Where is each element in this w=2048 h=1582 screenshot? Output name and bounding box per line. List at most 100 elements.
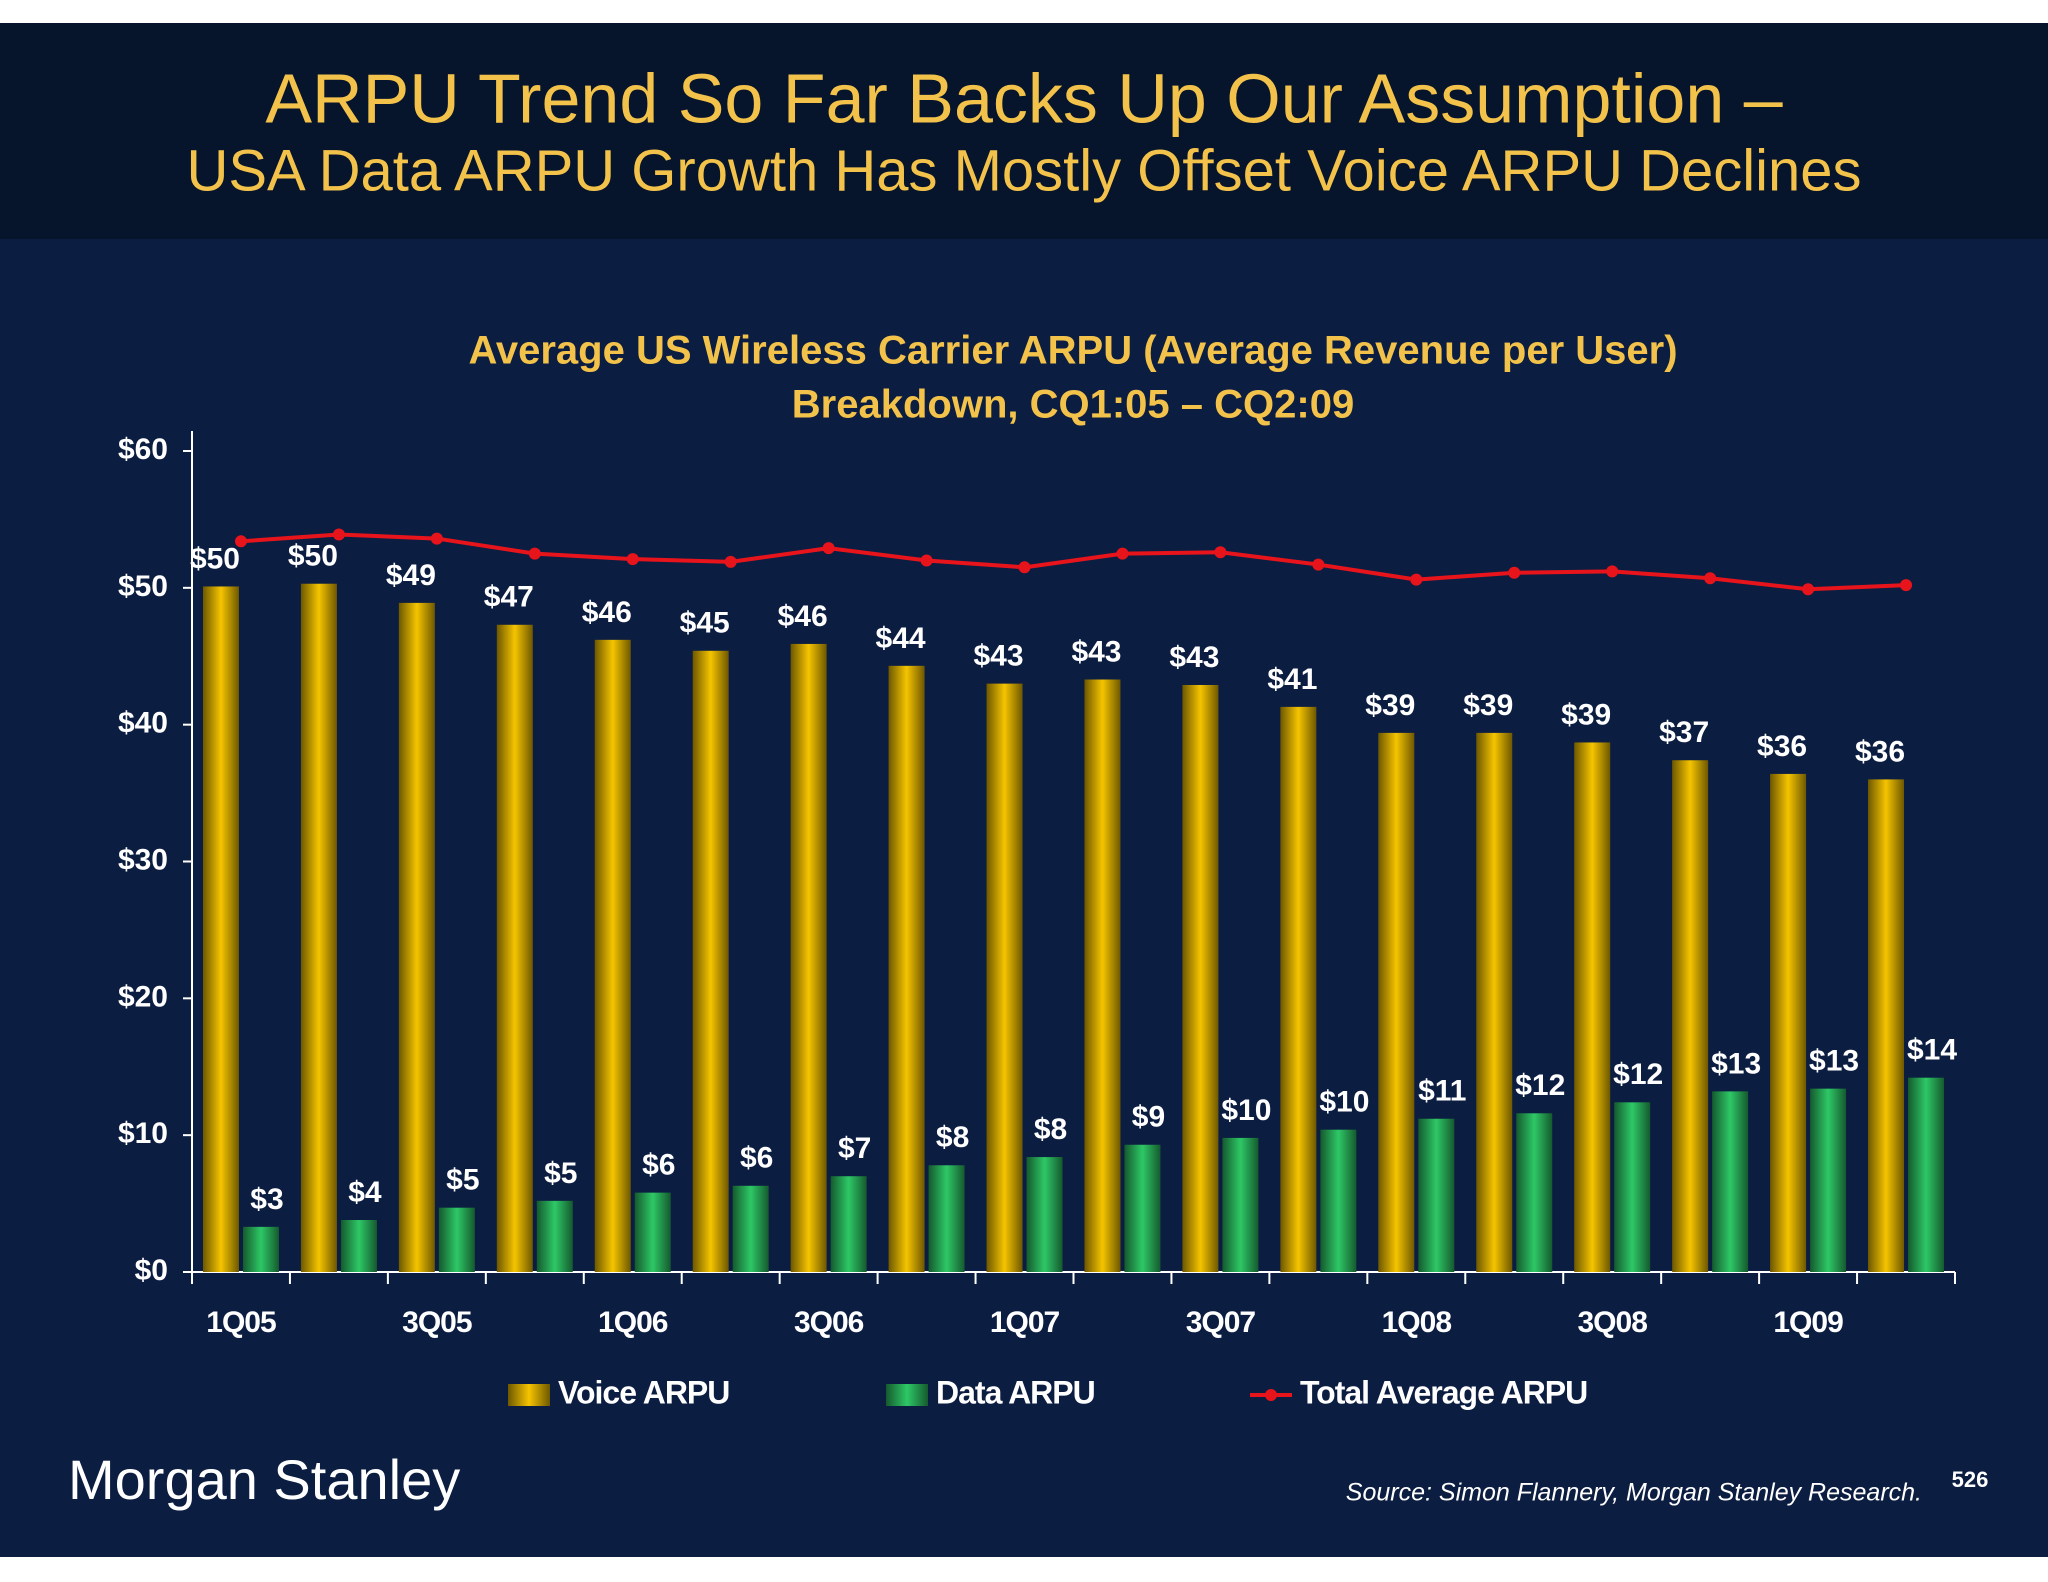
bar — [242, 1226, 279, 1272]
bar — [1868, 779, 1905, 1272]
line-marker — [1900, 579, 1913, 592]
data-label: $44 — [876, 622, 926, 655]
line-marker — [1410, 573, 1423, 586]
bar — [496, 624, 533, 1272]
bar — [1280, 706, 1317, 1272]
bar — [1124, 1144, 1161, 1272]
data-label: $50 — [288, 540, 338, 573]
title-band — [0, 23, 2048, 239]
page-number: 526 — [1952, 1467, 1989, 1492]
bar — [398, 602, 435, 1272]
data-label: $3 — [250, 1183, 283, 1216]
legend-swatch-marker — [1265, 1389, 1277, 1401]
legend-label: Data ARPU — [936, 1374, 1095, 1410]
data-label: $43 — [1169, 641, 1219, 674]
bar — [1418, 1118, 1455, 1272]
line-marker — [1214, 546, 1227, 559]
data-label: $43 — [1071, 635, 1121, 668]
y-tick-label: $30 — [118, 843, 168, 876]
bar — [830, 1176, 867, 1272]
line-marker — [1018, 561, 1031, 574]
bar — [1476, 732, 1513, 1272]
data-label: $14 — [1907, 1034, 1957, 1067]
bar — [1378, 732, 1415, 1272]
data-label: $10 — [1319, 1086, 1369, 1119]
logo: Morgan Stanley — [68, 1448, 460, 1511]
line-marker — [724, 555, 737, 568]
data-label: $11 — [1418, 1075, 1466, 1108]
bar — [1084, 679, 1121, 1272]
data-label: $9 — [1132, 1101, 1165, 1134]
bar — [1516, 1113, 1553, 1272]
data-label: $6 — [642, 1149, 675, 1182]
x-tick-label: 3Q08 — [1577, 1306, 1647, 1339]
slide-title: ARPU Trend So Far Backs Up Our Assumptio… — [265, 59, 1782, 137]
bar — [594, 639, 631, 1272]
bar — [300, 583, 337, 1272]
bar — [634, 1192, 671, 1272]
legend-swatch — [508, 1384, 550, 1406]
data-label: $12 — [1515, 1069, 1565, 1102]
data-label: $36 — [1855, 735, 1905, 768]
data-label: $39 — [1365, 689, 1415, 722]
bar — [692, 650, 729, 1272]
line-marker — [1802, 583, 1815, 596]
line-marker — [822, 542, 835, 555]
bar — [1320, 1129, 1357, 1272]
x-tick-label: 1Q09 — [1773, 1306, 1843, 1339]
slide-subtitle: USA Data ARPU Growth Has Mostly Offset V… — [186, 138, 1861, 203]
data-label: $45 — [680, 607, 730, 640]
bar — [1770, 773, 1807, 1272]
line-marker — [430, 532, 443, 545]
bar — [986, 683, 1023, 1272]
data-label: $37 — [1659, 716, 1709, 749]
data-label: $49 — [386, 559, 436, 592]
y-tick-label: $40 — [118, 707, 168, 740]
bar — [1810, 1088, 1847, 1272]
bar — [340, 1220, 377, 1272]
y-tick-label: $20 — [118, 980, 168, 1013]
x-tick-label: 1Q07 — [990, 1306, 1060, 1339]
bar — [928, 1165, 965, 1272]
chart-title: Average US Wireless Carrier ARPU (Averag… — [468, 329, 1677, 373]
line-marker — [626, 553, 639, 566]
data-label: $8 — [1034, 1113, 1067, 1146]
legend-label: Total Average ARPU — [1300, 1374, 1587, 1410]
bar — [1182, 684, 1219, 1272]
line-marker — [920, 554, 933, 567]
line-marker — [1508, 566, 1521, 579]
data-label: $7 — [838, 1132, 871, 1165]
bar — [1712, 1091, 1749, 1272]
bar — [536, 1200, 573, 1272]
data-label: $5 — [446, 1164, 479, 1197]
y-tick-label: $0 — [135, 1254, 168, 1287]
line-marker — [1312, 558, 1325, 571]
data-label: $47 — [484, 581, 534, 614]
data-label: $43 — [973, 640, 1023, 673]
x-tick-label: 3Q07 — [1186, 1306, 1256, 1339]
data-label: $13 — [1711, 1047, 1761, 1080]
data-label: $4 — [348, 1176, 382, 1209]
data-label: $13 — [1809, 1045, 1859, 1078]
bar — [1574, 742, 1611, 1272]
bar — [1672, 760, 1709, 1272]
chart-subtitle: Breakdown, CQ1:05 – CQ2:09 — [792, 383, 1354, 427]
x-tick-label: 3Q06 — [794, 1306, 864, 1339]
line-marker — [1116, 547, 1129, 560]
bar — [888, 665, 925, 1272]
bar — [790, 643, 827, 1272]
line-marker — [1606, 565, 1619, 578]
line-marker — [234, 535, 247, 548]
data-label: $6 — [740, 1142, 773, 1175]
x-tick-label: 1Q08 — [1382, 1306, 1452, 1339]
data-label: $39 — [1463, 689, 1513, 722]
data-label: $46 — [582, 596, 632, 629]
source: Source: Simon Flannery, Morgan Stanley R… — [1346, 1479, 1922, 1507]
data-label: $5 — [544, 1157, 577, 1190]
plot: $0 $10 $20 $30 $40 $50 $60 1Q05 3Q05 1Q06 3Q06 1Q07… — [118, 431, 1957, 1410]
line-marker — [528, 547, 541, 560]
legend-label: Voice ARPU — [558, 1374, 729, 1410]
data-label: $50 — [190, 542, 240, 575]
